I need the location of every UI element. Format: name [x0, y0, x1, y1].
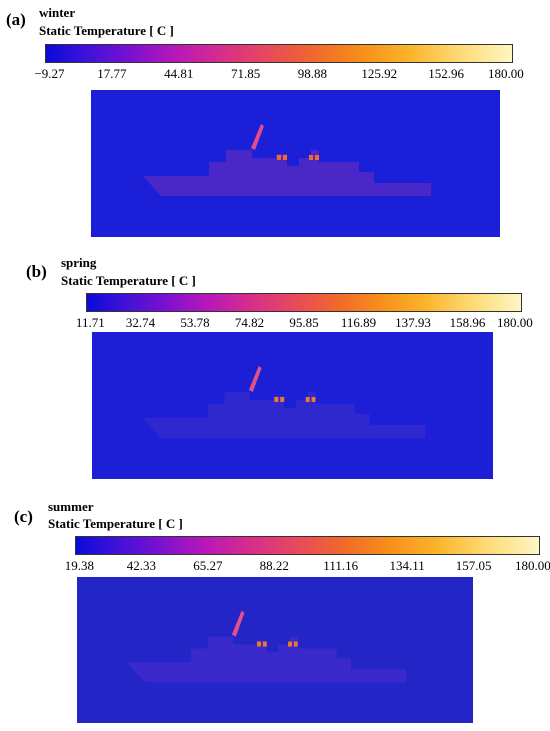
ship-silhouette: [127, 636, 407, 683]
season-label: spring: [61, 255, 97, 270]
colorbar-tick-label: 44.81: [164, 66, 194, 81]
hotspot-left: [309, 155, 313, 160]
quantity-label: Static Temperature [ C ]: [39, 23, 174, 38]
exhaust-plume: [251, 124, 264, 150]
hotspot-left: [305, 397, 310, 402]
hotspot-right: [283, 155, 287, 160]
colorbar-tick-label: 53.78: [180, 315, 210, 330]
temperature-field: [92, 332, 493, 479]
hotspot-left: [288, 641, 292, 647]
season-label: winter: [39, 5, 76, 20]
exhaust-plume: [248, 366, 262, 392]
colorbar: [45, 44, 513, 63]
colorbar-tick-label: 98.88: [297, 66, 328, 81]
hotspot-left: [277, 155, 281, 160]
colorbar-tick-label: 17.77: [97, 66, 127, 81]
colorbar-tick-label: 158.96: [449, 315, 486, 330]
colorbar-tick-label: 116.89: [340, 315, 377, 330]
hotspot-right: [311, 397, 316, 402]
field-background: [92, 332, 493, 479]
colorbar-tick-label: 180.00: [514, 558, 550, 573]
colorbar-tick-label: 32.74: [125, 315, 156, 330]
quantity-label: Static Temperature [ C ]: [48, 516, 183, 531]
ship-silhouette: [143, 150, 431, 196]
colorbar-tick-label: 65.27: [193, 558, 223, 573]
hotspot-right: [293, 641, 298, 647]
colorbar-tick-label: 111.16: [323, 558, 359, 573]
colorbar-tick-label: 95.85: [289, 315, 319, 330]
colorbar-tick-label: −9.27: [34, 66, 65, 81]
panel-label: (c): [14, 507, 33, 526]
panel-label: (b): [26, 262, 47, 281]
colorbar-tick-label: 137.93: [395, 315, 431, 330]
hotspot-right: [262, 641, 267, 647]
hotspot-right: [280, 397, 285, 402]
colorbar-tick-label: 11.71: [75, 315, 105, 330]
hotspot-left: [274, 397, 279, 402]
panel-b: (b) spring Static Temperature [ C ] 11.7…: [26, 255, 533, 479]
colorbar-tick-label: 71.85: [230, 66, 261, 81]
colorbar-tick-label: 74.82: [234, 315, 265, 330]
colorbar: [75, 536, 540, 555]
colorbar-tick-label: 125.92: [361, 66, 398, 81]
colorbar-tick-label: 152.96: [428, 66, 465, 81]
field-background: [91, 90, 500, 237]
colorbar-tick-label: 88.22: [259, 558, 289, 573]
panel-label: (a): [6, 10, 26, 29]
colorbar-tick-label: 157.05: [455, 558, 492, 573]
temperature-field: [91, 90, 500, 237]
panel-a: (a) winter Static Temperature [ C ] −9.2…: [0, 0, 550, 245]
colorbar-tick-label: 42.33: [126, 558, 157, 573]
hotspot-left: [257, 641, 261, 647]
colorbar-tick-label: 180.00: [487, 66, 524, 81]
colorbar: [86, 293, 522, 312]
season-label: summer: [48, 499, 94, 514]
colorbar-tick-label: 19.38: [64, 558, 95, 573]
exhaust-plume: [231, 610, 245, 637]
quantity-label: Static Temperature [ C ]: [61, 273, 196, 288]
hotspot-right: [315, 155, 319, 160]
colorbar-tick-label: 134.11: [389, 558, 425, 573]
temperature-field: [77, 577, 473, 723]
ship-silhouette: [143, 392, 426, 438]
colorbar-tick-label: 180.00: [496, 315, 533, 330]
field-background: [77, 577, 473, 723]
